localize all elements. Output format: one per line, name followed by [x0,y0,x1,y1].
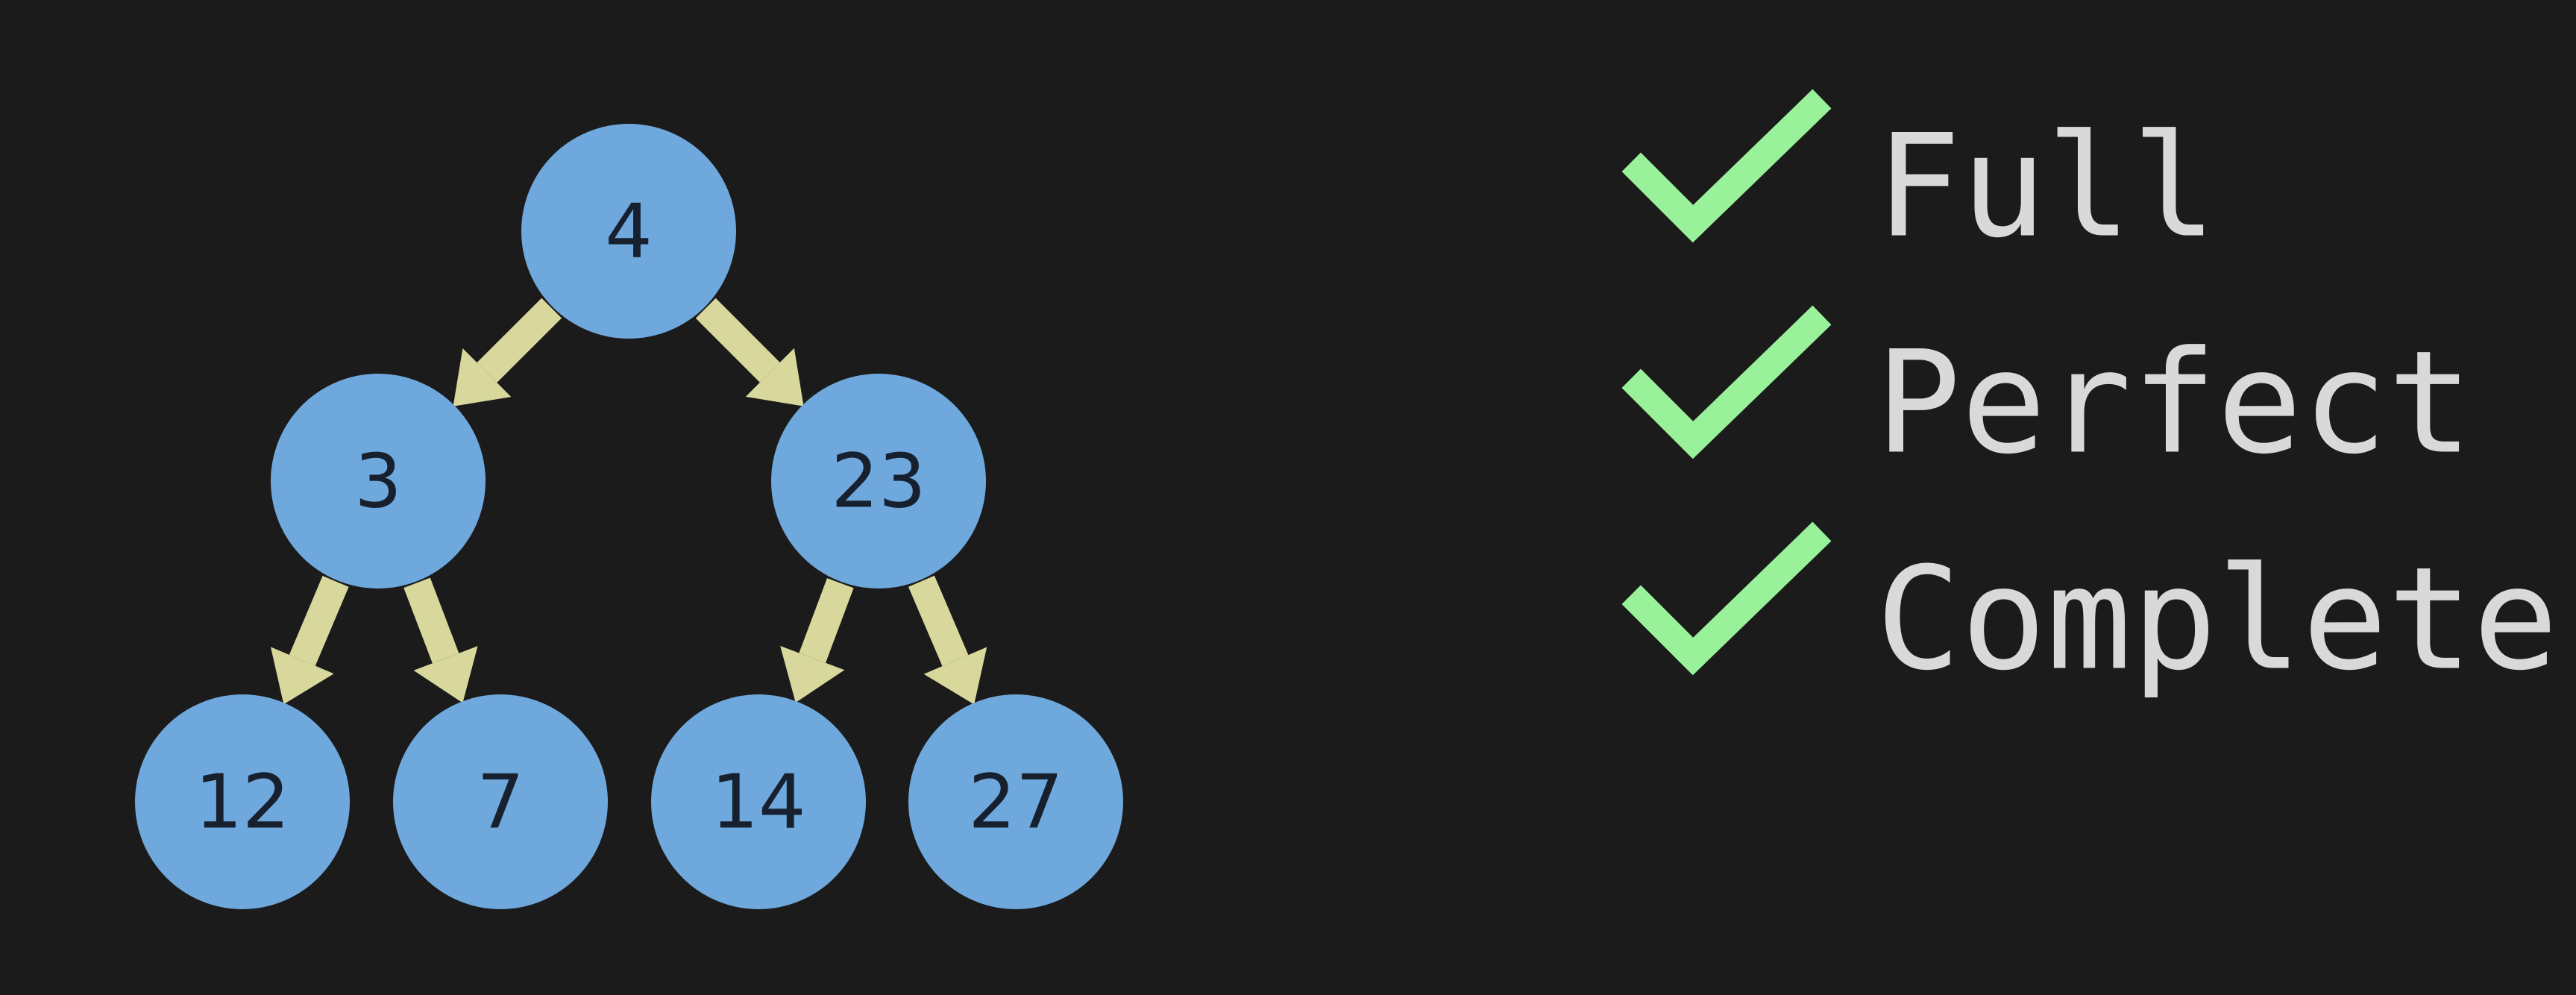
node-value: 23 [831,438,926,525]
tree-node: 14 [651,694,866,909]
checklist-item: Perfect [1621,305,2473,486]
node-value: 27 [968,759,1063,846]
arrow-shaft [695,298,780,383]
arrow-shaft [403,577,459,664]
checklist-label: Perfect [1876,321,2473,486]
node-circle [271,374,486,588]
tree-node: 23 [771,374,986,588]
tree-nodes: 4 3 23 12 7 14 27 [135,124,1123,909]
node-value: 7 [477,759,524,846]
checkmark-icon [1621,521,1832,676]
node-value: 14 [711,759,805,846]
tree-edge-arrow [403,577,478,703]
node-circle [771,374,986,588]
tree-edge-arrow [270,576,349,705]
checklist-item: Full [1621,89,2217,269]
checklist-label: Full [1876,104,2217,269]
tree-edge-arrow [908,575,987,705]
tree-edge-arrow [780,578,854,703]
tree-node: 12 [135,694,350,909]
arrow-shaft [908,575,969,667]
tree-edge-arrow [453,298,562,407]
checklist-label: Complete [1876,537,2558,702]
arrow-shaft [799,578,854,663]
tree-node: 3 [271,374,486,588]
node-value: 12 [195,759,289,846]
arrow-head [923,647,987,705]
tree-node: 27 [908,694,1123,909]
arrow-head [270,647,334,705]
tree-node: 4 [521,124,736,339]
node-circle [135,694,350,909]
node-value: 4 [605,188,653,275]
node-circle [521,124,736,339]
node-value: 3 [354,438,402,525]
property-checklist: Full Perfect Complete [1621,89,2558,702]
arrow-head [780,645,845,703]
arrow-shaft [477,298,562,383]
tree-edge-arrow [695,298,804,407]
tree-edges [270,298,987,705]
node-circle [908,694,1123,909]
tree-node: 7 [393,694,608,909]
checkmark-icon [1621,89,1832,243]
checkmark-icon [1621,305,1832,459]
checklist-item: Complete [1621,521,2558,702]
node-circle [393,694,608,909]
arrow-shaft [289,576,349,666]
arrow-head [453,348,512,407]
node-circle [651,694,866,909]
arrow-head [413,646,478,703]
arrow-head [745,348,804,407]
